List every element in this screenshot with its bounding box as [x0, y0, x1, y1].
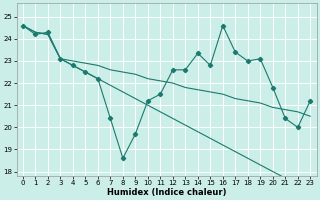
X-axis label: Humidex (Indice chaleur): Humidex (Indice chaleur)	[107, 188, 226, 197]
